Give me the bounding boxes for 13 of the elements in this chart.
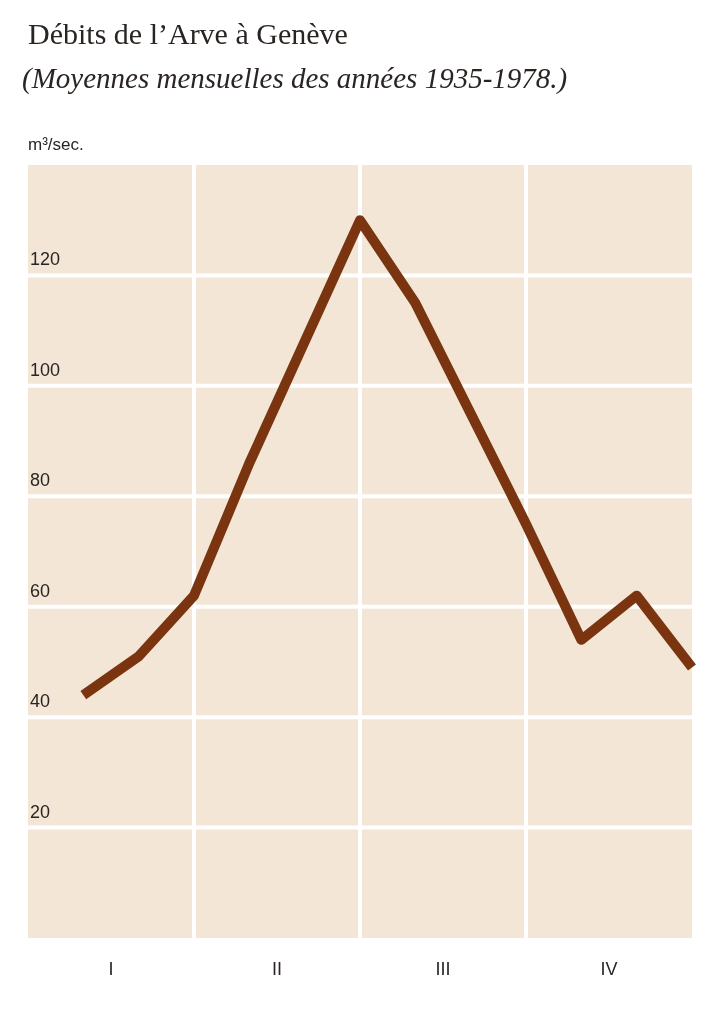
y-tick-label: 60 [30, 580, 51, 601]
text: I [108, 959, 114, 979]
y-tick-label: 40 [30, 691, 51, 712]
y-tick-label: 20 [30, 801, 51, 822]
chart-subtitle: (Moyennes mensuelles des années 1935-1978.) [22, 62, 568, 95]
y-tick-label: 80 [30, 470, 51, 491]
text: III [435, 959, 451, 979]
text: IV [600, 959, 618, 979]
y-axis-title: m³/sec. [28, 135, 84, 154]
y-tick-label: 120 [30, 249, 61, 270]
y-tick-label: 100 [30, 359, 61, 380]
chart-title: Débits de l’Arve à Genève [28, 17, 348, 50]
text: II [271, 959, 283, 979]
